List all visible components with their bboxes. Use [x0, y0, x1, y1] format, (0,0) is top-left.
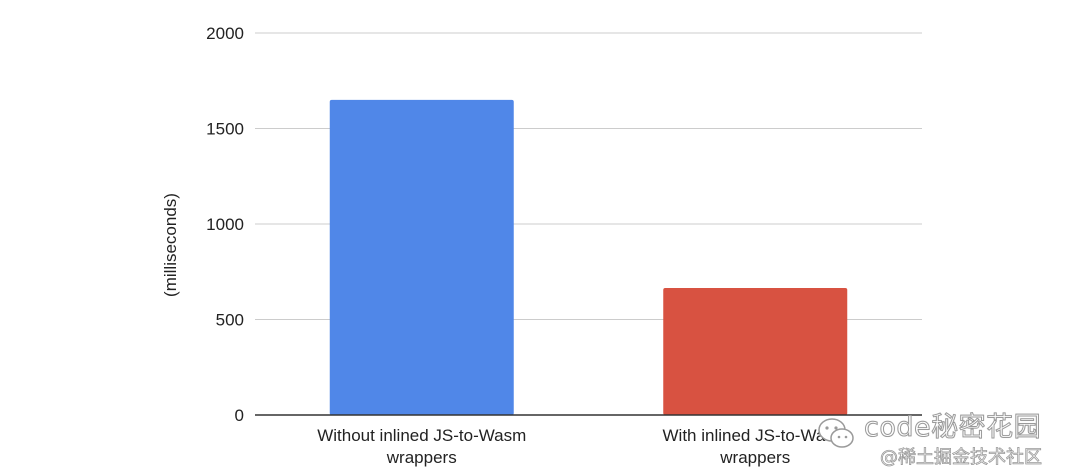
bar-1 — [329, 99, 514, 415]
y-axis-label: (milliseconds) — [161, 193, 180, 297]
wechat-logo-icon — [818, 418, 854, 448]
y-tick-labels: 0 500 1000 1500 2000 — [206, 24, 244, 425]
watermark-main-text: code秘密花园 — [863, 412, 1042, 444]
watermark: code秘密花园 @稀土掘金技术社区 — [816, 405, 1066, 468]
bars — [329, 99, 848, 415]
category-label-1: Without inlined JS-to-Wasm wrappers — [317, 426, 526, 467]
y-tick-label-2000: 2000 — [206, 24, 244, 43]
category-labels: Without inlined JS-to-Wasm wrappers With i… — [317, 426, 848, 467]
y-tick-label-1500: 1500 — [206, 120, 244, 139]
category-label-2: With inlined JS-to-Wasm wrappers — [663, 426, 848, 467]
y-tick-label-1000: 1000 — [206, 215, 244, 234]
bar-2 — [663, 287, 848, 415]
y-tick-label-500: 500 — [216, 311, 244, 330]
watermark-sub-text: @稀土掘金技术社区 — [880, 447, 1043, 469]
y-tick-label-0: 0 — [235, 406, 244, 425]
